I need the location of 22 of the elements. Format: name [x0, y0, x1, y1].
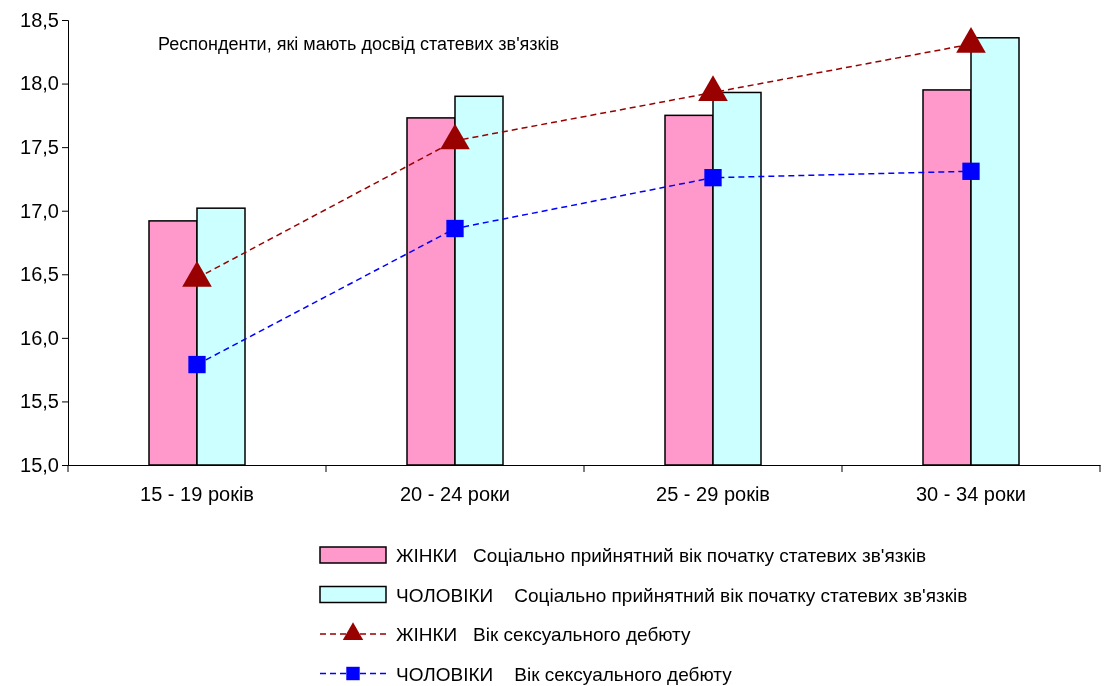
- point: [440, 123, 470, 150]
- annotation: Респонденти, які мають досвід статевих зв'язків: [158, 34, 560, 54]
- legend-label: ЧОЛОВІКИ Соціально прийнятний вік початку статевих зв'язків: [396, 584, 968, 606]
- point: [188, 355, 206, 374]
- x-tick-label: 25 - 29 років: [656, 483, 770, 506]
- y-tick-label: 17,5: [20, 136, 59, 159]
- x-tick-label: 15 - 19 років: [140, 483, 254, 506]
- x-tick-label: 30 - 34 роки: [916, 483, 1026, 506]
- point: [956, 27, 986, 53]
- x-tick-label: 20 - 24 роки: [400, 483, 510, 506]
- point: [446, 219, 464, 238]
- y-tick-label: 18,5: [20, 8, 59, 31]
- point: [698, 75, 728, 102]
- legend-label: ЧОЛОВІКИ Вік сексуального дебюту: [396, 663, 733, 685]
- y-tick-label: 17,0: [20, 199, 59, 222]
- legend-label: ЖІНКИ Вік сексуального дебюту: [396, 624, 692, 645]
- legend-label: ЖІНКИ Соціально прийнятний вік початку статевих зв'язків: [396, 545, 927, 566]
- y-tick-label: 18,0: [20, 72, 59, 95]
- y-tick-label: 15,0: [20, 453, 59, 476]
- y-tick-label: 16,5: [20, 263, 59, 286]
- y-tick-label: 16,0: [20, 326, 59, 349]
- y-tick-label: 15,5: [20, 390, 59, 413]
